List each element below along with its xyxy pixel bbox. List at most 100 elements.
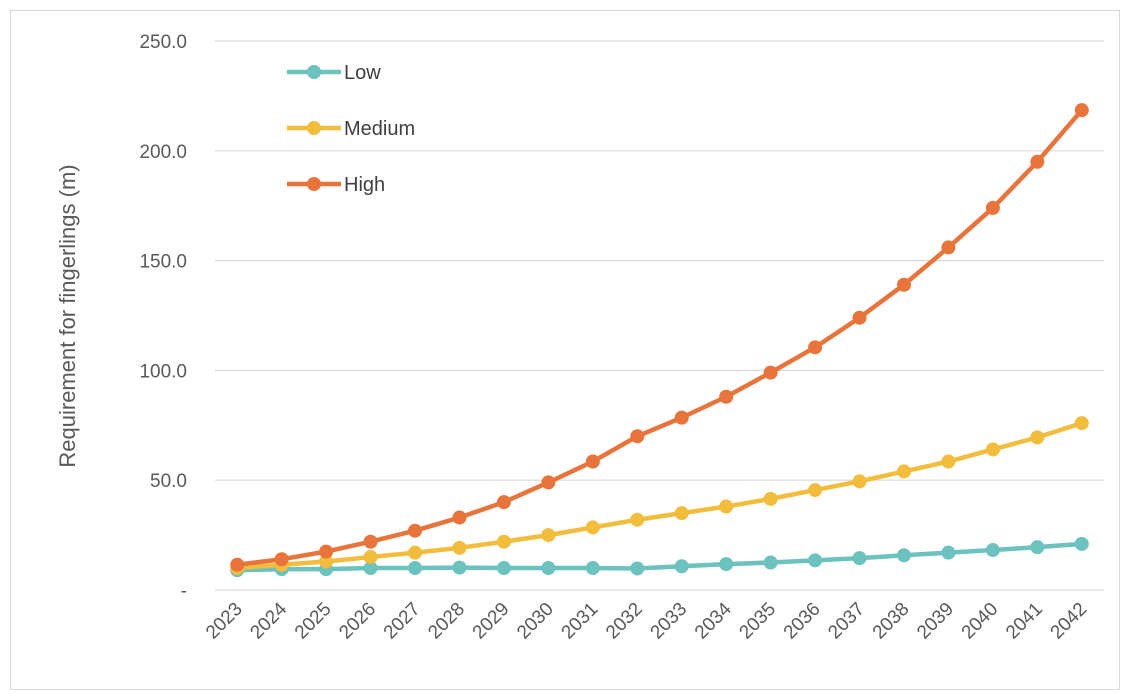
data-point [674,559,689,574]
legend-swatch-marker [307,177,321,191]
y-tick-label: - [181,581,187,602]
x-tick-label: 2024 [246,598,291,643]
legend-label: Medium [344,118,415,140]
y-axis-ticks: - 50.0 100.0 150.0 200.0 250.0 [139,32,187,602]
data-point [319,554,334,569]
x-tick-label: 2038 [869,599,914,644]
data-point [496,495,511,510]
data-point [941,454,956,469]
data-point [630,429,645,444]
x-tick-label: 2028 [424,599,469,644]
legend: Low Medium High [287,62,415,196]
data-point [985,442,1000,457]
series-high [230,103,1089,572]
data-point [1030,154,1045,169]
data-point [763,491,778,506]
data-point [763,555,778,570]
x-tick-label: 2026 [335,599,380,644]
series-line [236,108,1084,567]
x-tick-label: 2023 [202,599,247,644]
data-point [408,545,423,560]
x-tick-label: 2039 [913,599,958,644]
data-point [585,561,600,576]
data-point [808,483,823,498]
data-point [941,545,956,560]
data-point [896,548,911,563]
data-point [985,200,1000,215]
y-axis-title: Requirement for fingerlings (m) [55,164,80,467]
x-tick-label: 2031 [558,599,603,644]
data-point [941,240,956,255]
data-point [1074,536,1089,551]
legend-label: Low [344,62,381,84]
data-point [541,561,556,576]
legend-swatch-marker [307,65,321,79]
data-point [1030,430,1045,445]
data-point [719,499,734,514]
data-point [852,551,867,566]
data-point [896,464,911,479]
gridlines [215,40,1104,591]
data-point [674,506,689,521]
y-tick-label: 250.0 [139,32,187,53]
data-point [985,543,1000,558]
data-point [230,557,245,572]
x-axis-ticks: 2023 2024 2025 2026 2027 2028 2029 2030 2031 2032… [202,598,1091,643]
data-point [496,534,511,549]
series-line [237,541,1082,573]
y-tick-label: 50.0 [150,471,187,492]
chart-frame [10,10,1120,690]
x-tick-label: 2042 [1047,599,1092,644]
data-point [719,389,734,404]
data-point [319,544,334,559]
x-tick-label: 2035 [735,599,780,644]
data-point [852,310,867,325]
legend-swatch-marker [307,121,321,135]
x-tick-label: 2040 [958,599,1003,644]
data-point [896,277,911,292]
data-point [808,340,823,355]
x-tick-label: 2036 [780,599,825,644]
x-tick-label: 2041 [1002,599,1047,644]
y-tick-label: 150.0 [139,252,187,273]
data-point [585,520,600,535]
data-point [1074,103,1089,118]
data-point [1030,540,1045,555]
data-point [630,512,645,527]
x-tick-label: 2030 [513,599,558,644]
legend-label: High [344,174,385,196]
legend-item-low: Low [287,62,381,84]
data-point [763,365,778,380]
series-medium [230,416,1089,576]
data-point [363,550,378,565]
x-tick-label: 2037 [824,599,869,644]
data-point [408,523,423,538]
x-tick-label: 2032 [602,599,647,644]
y-tick-label: 100.0 [139,361,187,382]
x-tick-label: 2033 [647,599,692,644]
series-line [237,420,1083,571]
data-point [1074,416,1089,431]
data-point [585,454,600,469]
series-lines [230,103,1089,578]
x-tick-label: 2027 [380,599,425,644]
data-point [408,561,423,576]
data-point [674,410,689,425]
data-point [496,561,511,576]
data-point [452,510,467,525]
y-tick-label: 200.0 [139,142,187,163]
data-point [363,561,378,576]
data-point [808,553,823,568]
legend-item-high: High [287,174,385,196]
x-tick-label: 2034 [691,598,736,643]
data-point [452,540,467,555]
data-point [363,534,378,549]
data-point [541,528,556,543]
x-tick-label: 2025 [291,599,336,644]
x-tick-label: 2029 [469,599,514,644]
legend-item-medium: Medium [287,118,415,140]
data-point [452,560,467,575]
data-point [274,552,289,567]
data-point [541,475,556,490]
